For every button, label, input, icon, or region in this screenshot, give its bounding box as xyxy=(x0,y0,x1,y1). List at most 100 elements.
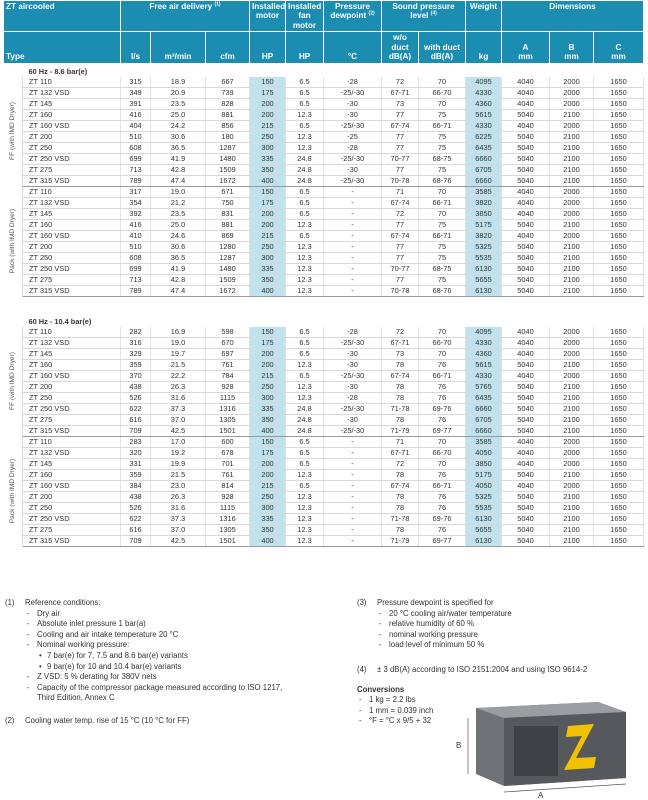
table-cell: 5175 xyxy=(465,469,502,481)
footnotes-right: (3) Pressure dewpoint is specified for 20 … xyxy=(357,598,642,727)
table-cell: 5040 xyxy=(501,502,550,514)
table-cell: 19.9 xyxy=(150,458,206,470)
table-cell: 1650 xyxy=(593,359,644,371)
table-cell: 2000 xyxy=(549,348,594,360)
table-cell: 200 xyxy=(249,348,286,360)
table-cell: 2100 xyxy=(549,219,594,231)
table-cell: 5655 xyxy=(465,524,502,536)
table-cell: 42.5 xyxy=(150,425,206,437)
table-cell: 30.6 xyxy=(150,131,206,143)
table-cell: 5325 xyxy=(465,491,502,503)
table-cell: 78 xyxy=(381,502,419,514)
table-cell: 5040 xyxy=(501,535,550,547)
table-cell: 71 xyxy=(381,186,419,198)
table-cell: 12.3 xyxy=(285,263,324,275)
table-cell: 1509 xyxy=(205,164,250,176)
section-row: 60 Hz - 10.4 bar(e) xyxy=(4,296,644,327)
table-cell: 2100 xyxy=(549,469,594,481)
table-cell: 6660 xyxy=(465,175,502,187)
table-cell: 12.3 xyxy=(285,513,324,525)
table-cell: 73 xyxy=(381,348,419,360)
footnote-item: nominal working pressure xyxy=(377,630,642,641)
table-cell: 215 xyxy=(249,120,286,132)
table-row: Pack (with IMD Dryer) ZT 110 283 17.0 600 150… xyxy=(3,436,644,547)
table-cell: 4330 xyxy=(465,87,502,99)
footnote-text: ± 3 dB(A) according to ISO 2151:2004 and… xyxy=(377,664,588,674)
group-label-cell: FF (with IMD Dryer) xyxy=(3,326,23,437)
table-cell: 1650 xyxy=(593,76,644,88)
table-cell: 1480 xyxy=(205,153,250,165)
footnote: (2) Cooling water temp. rise of 15 °C (10… xyxy=(5,716,335,727)
table-cell: 1650 xyxy=(593,436,644,448)
table-cell: 2100 xyxy=(549,359,594,371)
table-cell: 70 xyxy=(418,436,466,448)
z-logo xyxy=(564,724,596,770)
table-cell: 4040 xyxy=(501,230,550,242)
table-cell: 24.8 xyxy=(285,414,324,426)
table-cell: ZT 132 VSD xyxy=(22,197,121,209)
table-cell: 78 xyxy=(381,359,419,371)
table-cell: ZT 200 xyxy=(22,491,121,503)
table-cell: 12.3 xyxy=(285,131,324,143)
table-cell: 37.0 xyxy=(150,524,206,536)
table-cell: 67-71 xyxy=(381,87,419,99)
header-cell: A mm xyxy=(501,31,550,64)
table-cell: 391 xyxy=(120,98,151,110)
table-cell: 526 xyxy=(120,502,151,514)
table-cell: 215 xyxy=(249,370,286,382)
table-cell: 19.0 xyxy=(150,337,206,349)
table-cell: 72 xyxy=(381,208,419,220)
table-cell: 76 xyxy=(418,524,466,536)
table-cell: -25/-30 xyxy=(323,337,382,349)
table-cell: 600 xyxy=(205,436,250,448)
table-cell: 5040 xyxy=(501,414,550,426)
table-cell: 68-75 xyxy=(418,153,466,165)
group-label-cell: Pack (with IMD Dryer) xyxy=(3,186,23,297)
table-cell: 6.5 xyxy=(285,76,324,88)
table-cell: 354 xyxy=(120,197,151,209)
table-cell: ZT 132 VSD xyxy=(22,87,121,99)
table-cell: 12.3 xyxy=(285,274,324,286)
table-cell: 76 xyxy=(418,491,466,503)
table-cell: 1305 xyxy=(205,414,250,426)
table-cell: ZT 250 VSD xyxy=(22,263,121,275)
header-cell: with duct dB(A) xyxy=(418,31,466,64)
table-cell: 24.8 xyxy=(285,403,324,415)
table-cell: 36.5 xyxy=(150,142,206,154)
table-cell: 5040 xyxy=(501,131,550,143)
table-cell: 200 xyxy=(249,458,286,470)
table-cell: 789 xyxy=(120,175,151,187)
table-cell: - xyxy=(323,458,382,470)
table-cell: 5040 xyxy=(501,219,550,231)
table-cell: 5040 xyxy=(501,274,550,286)
table-cell: 175 xyxy=(249,87,286,99)
table-cell: 1650 xyxy=(593,535,644,547)
footnote-marker: (4) xyxy=(357,664,367,674)
table-cell: - xyxy=(323,469,382,481)
table-cell: ZT 250 VSD xyxy=(22,403,121,415)
table-cell: 2000 xyxy=(549,76,594,88)
table-cell: 36.5 xyxy=(150,252,206,264)
header-text: Installed fan motor xyxy=(288,2,322,30)
table-cell: 4040 xyxy=(501,76,550,88)
table-cell: 2100 xyxy=(549,381,594,393)
table-cell: ZT 145 xyxy=(22,208,121,220)
table-cell: 1650 xyxy=(593,109,644,121)
table-cell: 6660 xyxy=(465,403,502,415)
table-cell: 335 xyxy=(249,263,286,275)
table-cell: 66-71 xyxy=(418,230,466,242)
table-cell: 12.3 xyxy=(285,392,324,404)
table-cell: -28 xyxy=(323,76,382,88)
table-cell: 5040 xyxy=(501,425,550,437)
table-cell: 69-76 xyxy=(418,403,466,415)
table-cell: 5040 xyxy=(501,164,550,176)
table-cell: 1501 xyxy=(205,425,250,437)
table-row: ZT 145 392 23.5 831 200 6.5-72 70 3850 4040 2000 1… xyxy=(4,208,644,220)
table-cell: 4040 xyxy=(501,480,550,492)
group-label-cell: FF (with IMD Dryer) xyxy=(3,76,23,187)
table-cell: 1650 xyxy=(593,458,644,470)
table-cell: 699 xyxy=(120,153,151,165)
table-cell: ZT 315 VSD xyxy=(22,535,121,547)
table-cell: 75 xyxy=(418,241,466,253)
table-cell: 1650 xyxy=(593,447,644,459)
